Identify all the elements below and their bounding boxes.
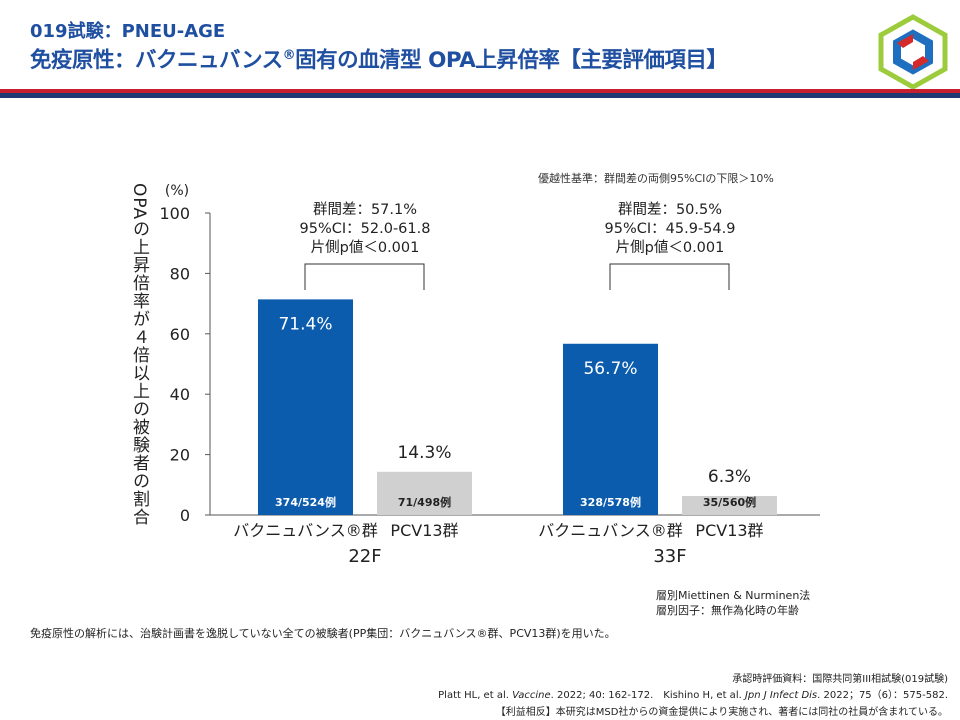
- analysis-footnote: 免疫原性の解析には、治験計画書を逸脱していない全ての被験者(PP集団：バクニュバ…: [30, 627, 616, 640]
- bar-group: 71.4% 374/524例 14.3% 71/498例 56.7% 328/578例 6.…: [258, 299, 777, 515]
- statistical-method-note: 層別Miettinen & Nurminen法 層別因子：無作為化時の年齢: [656, 588, 810, 618]
- y-tick-label: 80: [170, 264, 190, 283]
- study-subtitle: 019試験：PNEU-AGE: [30, 21, 226, 42]
- reference-line-3: 【利益相反】本研究はMSD社からの資金提供により実施され、著者には同社の社員が含…: [495, 707, 948, 718]
- title-part1: 免疫原性：バクニュバンス: [30, 48, 283, 73]
- header-divider-navy: [0, 93, 960, 98]
- x-series-label: PCV13群: [695, 521, 763, 540]
- y-tick-label: 0: [180, 506, 190, 525]
- stat-p-33f: 片側p値＜0.001: [615, 240, 725, 256]
- bar-n-label: 328/578例: [580, 495, 641, 509]
- bar-n-label: 71/498例: [398, 495, 451, 509]
- stat-box-33f: 群間差：50.5% 95%CI：45.9-54.9 片側p値＜0.001: [580, 201, 760, 258]
- ref-citation-part3: . 2022；75（6）：575-582.: [817, 690, 948, 701]
- x-axis-labels: バクニュバンス®群 PCV13群 22F バクニュバンス®群 PCV13群 33F: [233, 521, 763, 567]
- bar-value-label: 14.3%: [397, 443, 451, 463]
- bar: [563, 343, 658, 515]
- bar-value-label: 6.3%: [708, 467, 751, 487]
- ref-journal-2: Jpn J Infect Dis: [744, 690, 818, 701]
- y-tick-label: 20: [170, 446, 190, 465]
- stat-box-22f: 群間差：57.1% 95%CI：52.0-61.8 片側p値＜0.001: [275, 201, 455, 258]
- slide-title: 免疫原性：バクニュバンス®固有の血清型 OPA上昇倍率【主要評価項目】: [30, 43, 728, 74]
- stat-p-22f: 片側p値＜0.001: [310, 240, 420, 256]
- bar-n-label: 35/560例: [703, 495, 756, 509]
- comparison-brackets: [304, 263, 730, 290]
- ref-citation-part1: Platt HL, et al.: [438, 690, 513, 701]
- y-tick-label: 100: [159, 204, 190, 223]
- x-series-label: PCV13群: [390, 521, 458, 540]
- comparison-bracket: [304, 263, 425, 290]
- bar-value-label: 71.4%: [278, 314, 332, 334]
- title-reg-mark: ®: [282, 47, 296, 63]
- stat-diff-33f: 群間差：50.5%: [617, 202, 723, 218]
- stat-ci-22f: 95%CI：52.0-61.8: [299, 221, 431, 237]
- y-axis-label: OPAの上昇倍率が４倍以上の被験者の割合: [129, 183, 149, 527]
- bar-value-label: 56.7%: [583, 359, 637, 379]
- title-part2: 固有の血清型 OPA上昇倍率【主要評価項目】: [295, 48, 728, 73]
- reference-line-2: Platt HL, et al. Vaccine. 2022; 40: 162-…: [438, 686, 948, 701]
- ref-journal-1: Vaccine: [512, 690, 551, 701]
- y-axis-ticks: 0 20 40 60 80 100: [159, 204, 210, 525]
- reference-line-1: 承認時評価資料：国際共同第III相試験(019試験): [732, 674, 948, 685]
- x-series-label: バクニュバンス®群: [538, 521, 682, 540]
- bar: [377, 471, 472, 515]
- method-line-2: 層別因子：無作為化時の年齢: [656, 604, 799, 617]
- x-group-label: 33F: [653, 546, 686, 567]
- header-divider-red: [0, 89, 960, 93]
- y-unit-label: (%): [165, 183, 189, 199]
- bar-n-label: 374/524例: [275, 495, 336, 509]
- bar: [682, 495, 777, 515]
- y-tick-label: 40: [170, 385, 190, 404]
- method-line-1: 層別Miettinen & Nurminen法: [656, 589, 811, 602]
- brand-logo-icon: [878, 14, 948, 90]
- stat-ci-33f: 95%CI：45.9-54.9: [604, 221, 736, 237]
- y-tick-label: 60: [170, 325, 190, 344]
- x-group-label: 22F: [348, 546, 381, 567]
- x-series-label: バクニュバンス®群: [233, 521, 377, 540]
- bar: [258, 299, 353, 515]
- comparison-bracket: [609, 263, 730, 290]
- superiority-criterion: 優越性基準：群間差の両側95%CIの下限＞10%: [538, 172, 774, 185]
- ref-citation-part2: . 2022; 40: 162-172. Kishino H, et al.: [550, 690, 745, 701]
- stat-diff-22f: 群間差：57.1%: [312, 202, 418, 218]
